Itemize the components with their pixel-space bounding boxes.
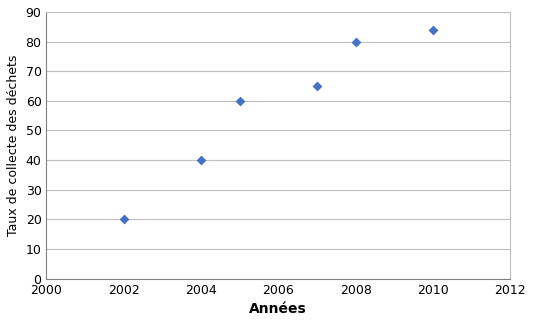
- Point: [429, 27, 437, 32]
- Point: [197, 158, 205, 163]
- Y-axis label: Taux de collecte des déchets: Taux de collecte des déchets: [7, 55, 20, 236]
- Point: [236, 98, 244, 103]
- X-axis label: Années: Années: [249, 302, 307, 316]
- Point: [351, 39, 360, 44]
- Point: [313, 83, 321, 89]
- Point: [119, 217, 128, 222]
